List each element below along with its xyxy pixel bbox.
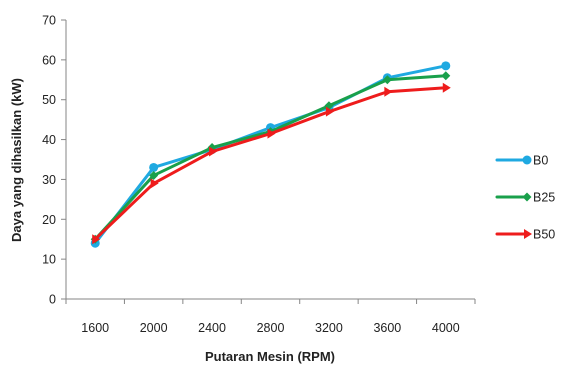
series-b0 — [90, 61, 451, 248]
x-tick-label: 2400 — [198, 321, 226, 335]
data-point-b25 — [441, 71, 451, 81]
series-b50 — [92, 82, 451, 245]
x-tick-label: 4000 — [432, 321, 460, 335]
data-point-b0 — [149, 162, 159, 172]
y-tick-label: 20 — [42, 213, 56, 227]
tick-labels: 0 10 20 30 40 50 60 70 1600 2000 2400 2800 3200 3600 4… — [42, 14, 476, 335]
y-tick-label: 0 — [49, 293, 56, 307]
x-axis-title: Putaran Mesin (RPM) — [205, 349, 335, 364]
data-point-b50 — [325, 106, 334, 117]
data-point-b50 — [442, 82, 451, 93]
data-point-b50 — [209, 146, 218, 157]
legend-item-b0: B0 — [495, 154, 548, 168]
series-line-b50 — [93, 86, 448, 241]
legend-swatch-marker — [522, 192, 532, 202]
legend-label: B0 — [533, 154, 548, 168]
data-point-b50 — [150, 178, 159, 189]
data-point-b25 — [382, 75, 392, 85]
data-point-b25 — [149, 170, 159, 180]
legend-label: B25 — [533, 191, 555, 205]
legend: B0 B25 B50 — [495, 154, 555, 242]
data-point-b50 — [92, 234, 101, 245]
axes — [65, 20, 475, 300]
y-tick-label: 40 — [42, 133, 56, 147]
y-tick-label: 70 — [42, 14, 56, 28]
x-tick-label: 2000 — [140, 321, 168, 335]
x-tick-label: 3600 — [373, 321, 401, 335]
y-tick-label: 30 — [42, 173, 56, 187]
y-axis-title: Daya yang dihasilkan (kW) — [9, 78, 24, 242]
legend-swatch-marker — [522, 155, 532, 165]
legend-label: B50 — [533, 228, 555, 242]
legend-item-b50: B50 — [495, 228, 555, 242]
legend-item-b25: B25 — [495, 191, 555, 205]
legend-swatch-marker — [524, 229, 532, 239]
series-lines — [90, 61, 451, 248]
x-tick-label: 2800 — [257, 321, 285, 335]
y-tick-label: 50 — [42, 93, 56, 107]
data-point-b50 — [267, 128, 276, 139]
y-tick-label: 60 — [42, 53, 56, 67]
data-point-b0 — [441, 61, 451, 71]
series-b25 — [90, 71, 451, 244]
x-tick-label: 3200 — [315, 321, 343, 335]
y-tick-label: 10 — [42, 253, 56, 267]
data-point-b50 — [384, 86, 393, 97]
x-tick-label: 1600 — [81, 321, 109, 335]
series-line-b25 — [93, 74, 448, 241]
